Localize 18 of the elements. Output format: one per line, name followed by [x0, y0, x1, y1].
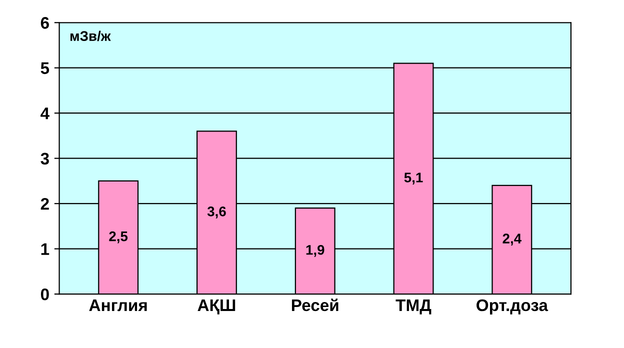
data-label: 2,4: [502, 234, 522, 246]
data-label: 5,1: [404, 172, 423, 184]
x-tick-label: Ресей: [292, 298, 338, 312]
data-label: 2,5: [109, 231, 128, 244]
y-tick-label: 5: [40, 62, 50, 74]
y-tick-label: 0: [40, 288, 49, 300]
data-label: 1,9: [306, 244, 324, 257]
y-tick-label: 4: [40, 108, 50, 120]
x-tick-label: ТМД: [396, 300, 432, 314]
y-tick-label: 6: [40, 17, 49, 29]
y-tick-label: 1: [41, 243, 50, 255]
y-tick-label: 2: [40, 198, 49, 210]
x-tick-label: Орт.доза: [476, 299, 548, 314]
y-tick-label: 3: [40, 152, 49, 165]
y-axis-title: мЗв/ж: [70, 30, 111, 42]
data-label: 3,6: [207, 206, 226, 218]
x-tick-label: Англия: [89, 300, 147, 312]
x-tick-label: АҚШ: [198, 300, 236, 314]
